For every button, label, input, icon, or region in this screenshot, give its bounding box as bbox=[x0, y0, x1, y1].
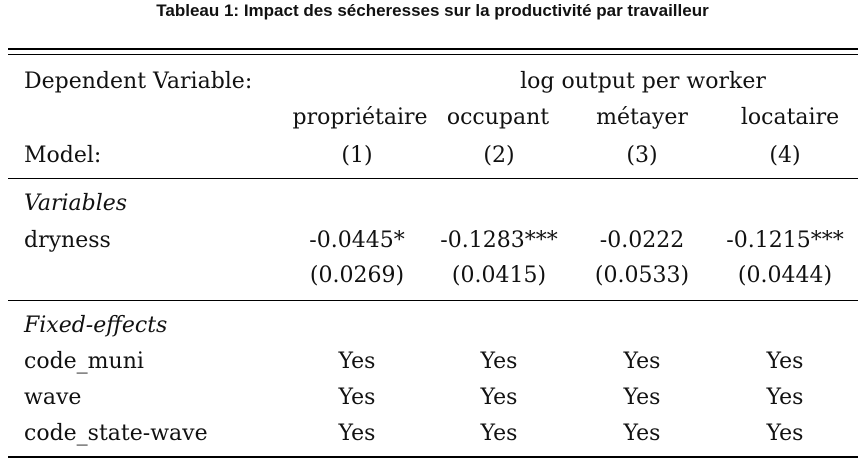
fixed-effect-cell: Yes bbox=[766, 385, 804, 410]
top-rule-thin bbox=[8, 54, 858, 55]
table-bottom-rule bbox=[8, 456, 858, 458]
coefficient-cell: -0.0445* bbox=[309, 228, 405, 253]
fixed-effect-cell: Yes bbox=[623, 349, 661, 374]
header-bottom-rule bbox=[8, 178, 858, 179]
model-number: (1) bbox=[341, 143, 373, 168]
row-label-code-muni: code_muni bbox=[24, 349, 144, 374]
fixed-effect-cell: Yes bbox=[338, 385, 376, 410]
model-label: Model: bbox=[24, 143, 102, 168]
column-group-occupant: occupant bbox=[446, 105, 550, 130]
fixed-effects-section-label: Fixed-effects bbox=[24, 313, 168, 338]
standard-error-cell: (0.0533) bbox=[594, 263, 690, 288]
variables-section-label: Variables bbox=[24, 191, 128, 216]
row-label-dryness: dryness bbox=[24, 228, 111, 253]
fixed-effect-cell: Yes bbox=[623, 421, 661, 446]
coefficient-cell: -0.1215*** bbox=[726, 228, 844, 253]
fixed-effect-cell: Yes bbox=[480, 385, 518, 410]
model-number: (4) bbox=[769, 143, 801, 168]
column-group-metayer: métayer bbox=[596, 105, 688, 130]
model-number: (3) bbox=[626, 143, 658, 168]
model-number: (2) bbox=[483, 143, 515, 168]
table-title: Tableau 1: Impact des sécheresses sur la… bbox=[156, 1, 709, 20]
fixed-effect-cell: Yes bbox=[766, 349, 804, 374]
fixed-effect-cell: Yes bbox=[480, 349, 518, 374]
row-label-code-state-wave: code_state-wave bbox=[24, 421, 208, 446]
fixed-effect-cell: Yes bbox=[623, 385, 661, 410]
column-group-locataire: locataire bbox=[740, 105, 840, 130]
dependent-variable-value: log output per worker bbox=[520, 69, 766, 94]
fixed-effect-cell: Yes bbox=[338, 421, 376, 446]
coefficient-cell: -0.1283*** bbox=[440, 228, 558, 253]
variables-bottom-rule bbox=[8, 300, 858, 301]
coefficient-cell: -0.0222 bbox=[599, 228, 685, 253]
row-label-wave: wave bbox=[24, 385, 82, 410]
dependent-variable-label: Dependent Variable: bbox=[24, 69, 253, 94]
top-rule-thick bbox=[8, 48, 858, 50]
fixed-effect-cell: Yes bbox=[480, 421, 518, 446]
standard-error-cell: (0.0415) bbox=[451, 263, 547, 288]
fixed-effect-cell: Yes bbox=[766, 421, 804, 446]
fixed-effect-cell: Yes bbox=[338, 349, 376, 374]
standard-error-cell: (0.0269) bbox=[309, 263, 405, 288]
column-group-proprietaire: propriétaire bbox=[292, 105, 428, 130]
standard-error-cell: (0.0444) bbox=[737, 263, 833, 288]
